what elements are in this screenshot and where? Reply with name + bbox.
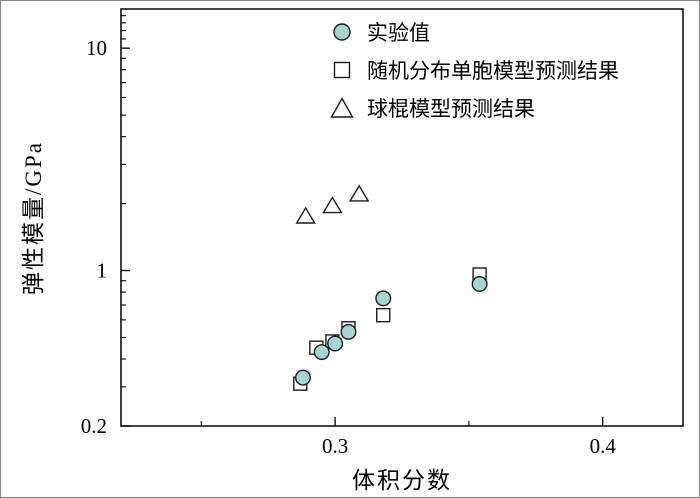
- x-axis-title: 体积分数: [352, 468, 452, 493]
- y-axis-title: 弹性模量/GPa: [21, 140, 46, 295]
- circle-marker-shape: [333, 23, 351, 41]
- triangle-data-point: [348, 184, 370, 202]
- square-marker-icon: [333, 61, 351, 79]
- square-data-point: [376, 307, 391, 323]
- y-tick-label: 0.2: [81, 414, 107, 438]
- x-tick-label: 0.4: [590, 434, 617, 458]
- triangle-marker-icon: [330, 97, 354, 118]
- triangle-data-point: [295, 206, 316, 224]
- circle-data-point: [327, 335, 344, 352]
- legend-item-ball-stick-model: 球棍模型预测结果: [329, 89, 619, 127]
- legend-label-ball-stick-model: 球棍模型预测结果: [367, 97, 535, 121]
- y-axis-title-wrap: 弹性模量/GPa: [7, 9, 55, 426]
- circle-data-point: [375, 290, 392, 307]
- plot-frame: [120, 8, 684, 427]
- legend-label-unit-cell-model: 随机分布单胞模型预测结果: [367, 59, 619, 83]
- circle-data-point: [294, 369, 311, 386]
- legend-item-experimental: 实验值: [329, 13, 619, 51]
- square-marker-shape: [333, 61, 351, 79]
- circle-data-point: [340, 323, 357, 340]
- y-tick-label: 10: [86, 36, 107, 60]
- legend-label-experimental: 实验值: [367, 21, 430, 45]
- circle-data-point: [471, 276, 488, 293]
- x-tick-label: 0.3: [322, 434, 348, 458]
- y-tick-label: 1: [97, 259, 108, 283]
- circle-marker-icon: [333, 23, 351, 41]
- triangle-data-point: [322, 196, 343, 214]
- legend-item-unit-cell-model: 随机分布单胞模型预测结果: [329, 51, 619, 89]
- triangle-marker-shape: [330, 97, 354, 118]
- legend: 实验值 随机分布单胞模型预测结果 球棍模型预测结果: [329, 13, 619, 127]
- circle-data-point: [313, 344, 330, 361]
